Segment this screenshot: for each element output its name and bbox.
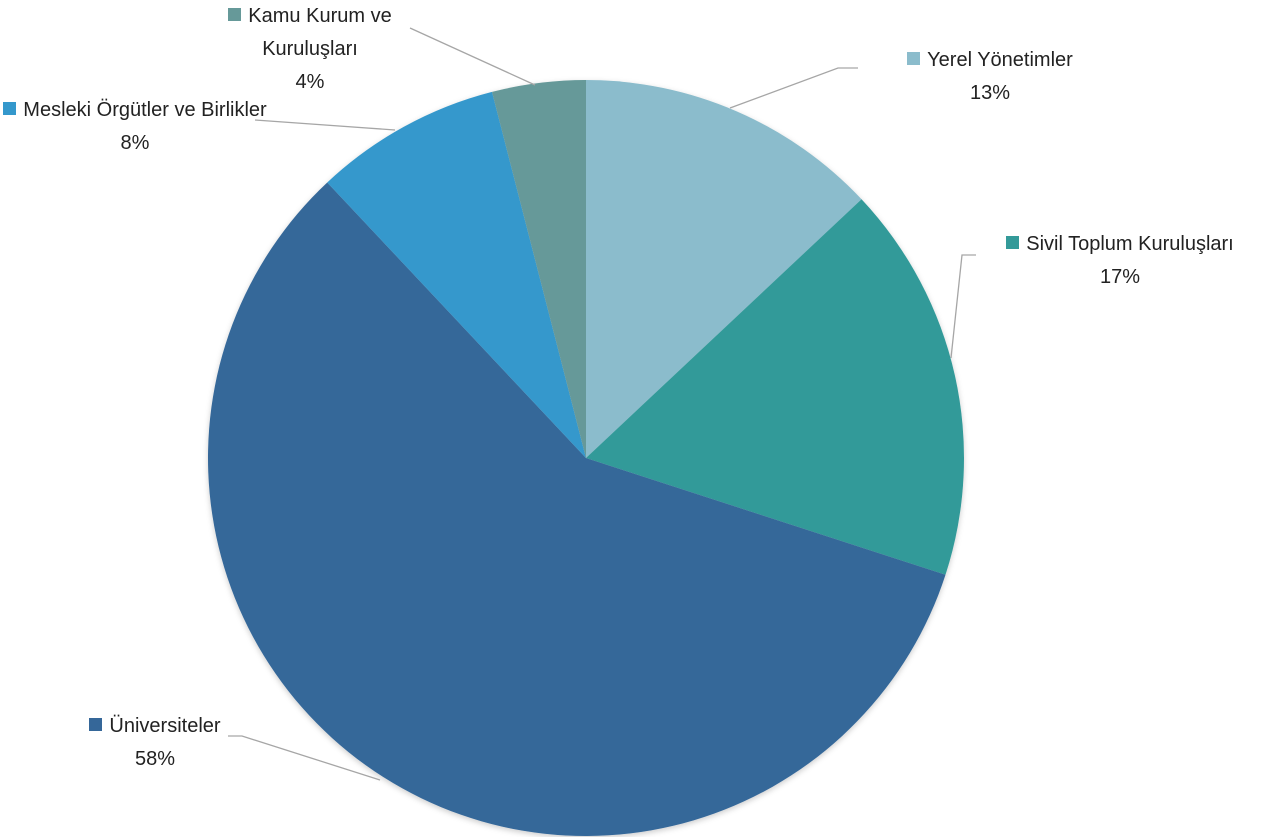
legend-swatch <box>89 718 103 731</box>
data-label: Kamu Kurum ve Kuruluşları 4% <box>180 0 440 99</box>
category-label: Üniversiteler <box>109 715 221 737</box>
legend-swatch <box>3 102 17 115</box>
category-label: Mesleki Örgütler ve Birlikler <box>23 99 267 121</box>
pie-slice <box>586 80 862 458</box>
legend-swatch <box>228 8 242 21</box>
value-label: 13% <box>969 82 1011 104</box>
leader-line <box>950 254 976 359</box>
pie <box>207 80 964 837</box>
leader-line <box>254 119 396 131</box>
category-label: Sivil Toplum Kuruluşları <box>1026 233 1234 255</box>
value-label: 58% <box>134 748 176 770</box>
data-label: Üniversiteler 58% <box>40 710 270 776</box>
category-label: Yerel Yönetimler <box>927 49 1073 71</box>
leader-line <box>729 67 858 109</box>
category-label: Kamu Kurum ve Kuruluşları <box>248 5 392 60</box>
pie-slice <box>207 182 946 837</box>
pie-slice <box>327 91 586 459</box>
legend-swatch <box>907 52 921 65</box>
value-label: 17% <box>1099 266 1141 288</box>
pie-slice <box>491 80 586 458</box>
data-label: Mesleki Örgütler ve Birlikler 8% <box>0 94 270 160</box>
leader-line <box>228 735 381 781</box>
data-label: Yerel Yönetimler 13% <box>860 44 1120 110</box>
value-label: 4% <box>295 71 325 93</box>
pie-slice <box>586 199 964 575</box>
data-label: Sivil Toplum Kuruluşları 17% <box>970 228 1270 294</box>
legend-swatch <box>1006 236 1020 249</box>
leader-line <box>409 27 536 86</box>
value-label: 8% <box>120 132 150 154</box>
